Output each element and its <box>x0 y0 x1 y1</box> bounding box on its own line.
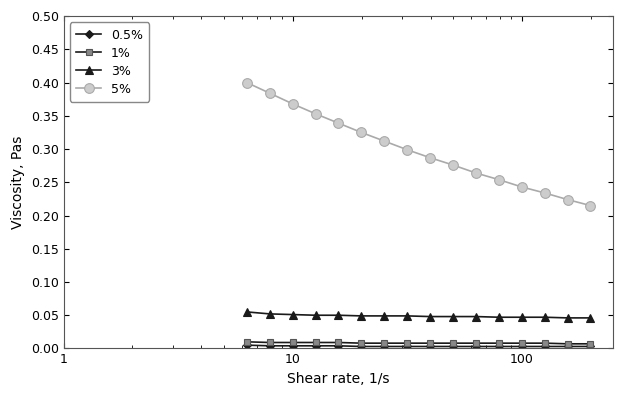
3% <box>334 313 342 318</box>
5% <box>518 185 525 189</box>
Line: 0.5%: 0.5% <box>244 342 593 349</box>
3% <box>495 315 502 320</box>
3% <box>243 310 251 314</box>
0.5% <box>404 344 411 349</box>
5% <box>243 80 251 85</box>
0.5% <box>587 344 594 349</box>
X-axis label: Shear rate, 1/s: Shear rate, 1/s <box>287 372 389 386</box>
0.5% <box>358 344 365 349</box>
0.5% <box>266 343 273 348</box>
3% <box>449 314 457 319</box>
1% <box>495 341 502 345</box>
5% <box>404 147 411 152</box>
1% <box>358 341 365 345</box>
0.5% <box>289 343 296 348</box>
1% <box>587 341 594 346</box>
Line: 5%: 5% <box>242 78 595 210</box>
5% <box>495 177 502 182</box>
5% <box>449 163 457 168</box>
0.5% <box>449 344 457 349</box>
5% <box>587 203 594 208</box>
Line: 1%: 1% <box>243 338 594 347</box>
3% <box>587 316 594 320</box>
3% <box>541 315 548 320</box>
5% <box>289 102 296 106</box>
5% <box>564 197 572 202</box>
0.5% <box>381 344 388 349</box>
1% <box>541 341 548 345</box>
0.5% <box>426 344 434 349</box>
5% <box>472 171 480 175</box>
3% <box>312 313 319 318</box>
5% <box>541 191 548 195</box>
3% <box>266 312 273 316</box>
3% <box>472 314 480 319</box>
5% <box>266 91 273 96</box>
0.5% <box>541 344 548 349</box>
0.5% <box>518 344 525 349</box>
Y-axis label: Viscosity, Pas: Viscosity, Pas <box>11 136 25 229</box>
5% <box>426 155 434 160</box>
3% <box>518 315 525 320</box>
3% <box>426 314 434 319</box>
3% <box>289 312 296 317</box>
Line: 3%: 3% <box>243 308 595 322</box>
1% <box>426 341 434 345</box>
0.5% <box>243 343 251 347</box>
5% <box>358 130 365 135</box>
1% <box>518 341 525 345</box>
1% <box>266 340 273 345</box>
Legend: 0.5%, 1%, 3%, 5%: 0.5%, 1%, 3%, 5% <box>70 22 149 102</box>
1% <box>449 341 457 345</box>
3% <box>381 314 388 318</box>
0.5% <box>334 343 342 348</box>
1% <box>472 341 480 345</box>
0.5% <box>312 343 319 348</box>
0.5% <box>472 344 480 349</box>
3% <box>564 316 572 320</box>
1% <box>381 341 388 345</box>
1% <box>243 339 251 344</box>
5% <box>334 121 342 125</box>
1% <box>404 341 411 345</box>
5% <box>381 139 388 143</box>
0.5% <box>564 344 572 349</box>
1% <box>289 340 296 345</box>
3% <box>404 314 411 318</box>
0.5% <box>495 344 502 349</box>
1% <box>564 341 572 346</box>
3% <box>358 314 365 318</box>
1% <box>334 340 342 345</box>
5% <box>312 112 319 116</box>
1% <box>312 340 319 345</box>
